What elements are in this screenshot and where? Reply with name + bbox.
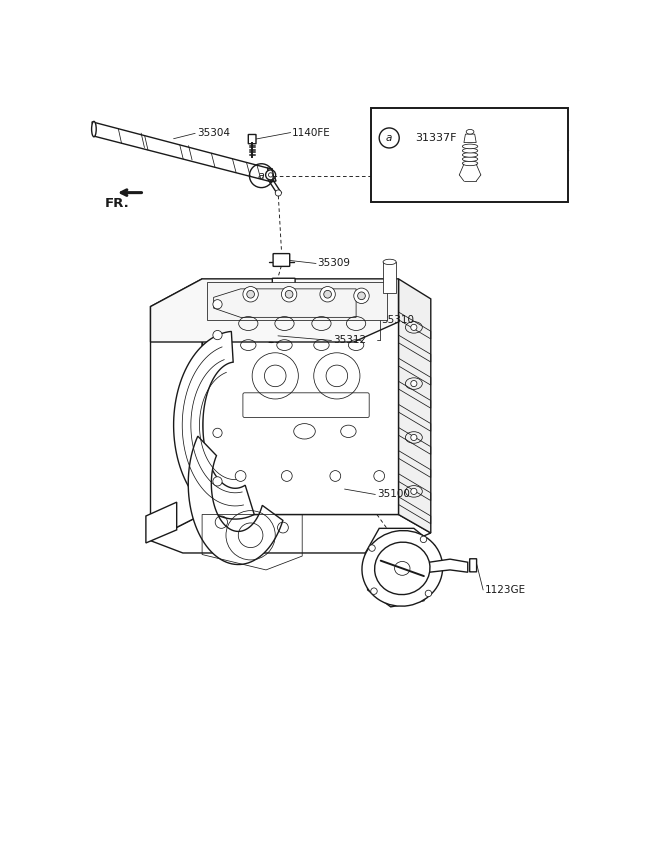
Ellipse shape [462, 148, 478, 153]
Polygon shape [174, 332, 254, 519]
Circle shape [286, 290, 293, 298]
Ellipse shape [462, 144, 478, 148]
Circle shape [374, 471, 385, 482]
FancyBboxPatch shape [249, 135, 256, 143]
Text: FR.: FR. [104, 197, 129, 210]
Circle shape [268, 332, 275, 339]
Circle shape [371, 588, 377, 594]
Text: 35304: 35304 [197, 128, 230, 138]
Circle shape [358, 292, 365, 299]
Circle shape [369, 544, 375, 551]
Ellipse shape [462, 153, 478, 157]
Text: 35310: 35310 [382, 315, 415, 325]
Polygon shape [188, 436, 283, 565]
Circle shape [213, 331, 222, 340]
Circle shape [265, 329, 278, 343]
Circle shape [213, 299, 222, 309]
Polygon shape [365, 528, 439, 607]
Circle shape [425, 590, 432, 597]
Text: 1123GE: 1123GE [485, 585, 526, 595]
FancyBboxPatch shape [470, 559, 476, 572]
Ellipse shape [383, 259, 396, 265]
Polygon shape [398, 279, 431, 533]
Circle shape [282, 471, 292, 482]
Circle shape [421, 536, 427, 543]
Polygon shape [151, 279, 398, 342]
Circle shape [411, 381, 417, 387]
Circle shape [354, 288, 369, 304]
Circle shape [213, 428, 222, 438]
Polygon shape [202, 279, 398, 515]
Text: 1140FE: 1140FE [292, 127, 331, 137]
Circle shape [213, 477, 222, 486]
FancyBboxPatch shape [273, 278, 295, 320]
Ellipse shape [362, 531, 443, 606]
Circle shape [269, 173, 273, 177]
FancyBboxPatch shape [273, 254, 289, 266]
Circle shape [324, 290, 332, 298]
Circle shape [320, 287, 336, 302]
Circle shape [265, 170, 276, 180]
Text: 35100: 35100 [377, 489, 410, 499]
Ellipse shape [462, 157, 478, 161]
Circle shape [411, 488, 417, 494]
Circle shape [275, 190, 282, 196]
Circle shape [235, 471, 246, 482]
Polygon shape [92, 122, 271, 181]
Ellipse shape [466, 130, 474, 134]
Polygon shape [208, 282, 387, 320]
Text: 35312: 35312 [333, 336, 366, 345]
Ellipse shape [462, 161, 478, 165]
Circle shape [268, 296, 275, 302]
Text: 31337F: 31337F [415, 133, 457, 143]
Polygon shape [464, 134, 476, 142]
Text: 35309: 35309 [317, 259, 350, 269]
Text: a: a [386, 133, 393, 143]
Bar [371, 108, 568, 202]
Polygon shape [267, 168, 276, 181]
Circle shape [265, 293, 278, 305]
Circle shape [330, 471, 341, 482]
Circle shape [243, 287, 258, 302]
FancyBboxPatch shape [284, 284, 294, 294]
Circle shape [247, 290, 254, 298]
Ellipse shape [92, 121, 96, 137]
Polygon shape [151, 279, 202, 541]
Circle shape [411, 434, 417, 441]
Bar [383, 262, 396, 293]
Text: 35312: 35312 [333, 293, 366, 303]
Polygon shape [146, 502, 177, 543]
Ellipse shape [374, 542, 430, 594]
Circle shape [282, 287, 297, 302]
Circle shape [411, 324, 417, 331]
Polygon shape [151, 515, 431, 553]
Text: a: a [258, 170, 265, 181]
Polygon shape [429, 559, 468, 572]
